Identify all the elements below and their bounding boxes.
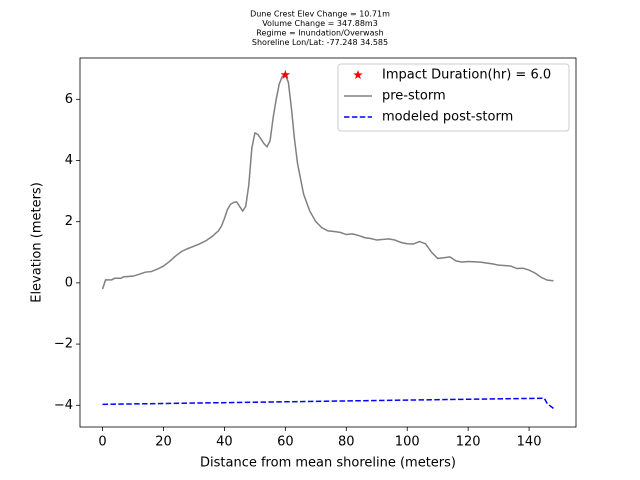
x-tick-label: 60 — [277, 435, 294, 450]
y-tick-label: 4 — [65, 153, 73, 168]
y-tick-label: −4 — [54, 398, 73, 413]
legend-label: Impact Duration(hr) = 6.0 — [382, 68, 551, 83]
x-axis-label: Distance from mean shoreline (meters) — [200, 456, 456, 471]
line-series — [102, 397, 554, 409]
legend-box — [337, 63, 570, 132]
legend-label: modeled post-storm — [382, 110, 513, 125]
x-tick-label: 120 — [456, 435, 481, 450]
chart-title: Volume Change = 347.88m3 — [262, 19, 378, 28]
chart-title: Dune Crest Elev Change = 10.71m — [250, 10, 390, 19]
y-tick-label: 0 — [65, 275, 73, 290]
x-tick-label: 0 — [98, 435, 106, 450]
y-axis-label: Elevation (meters) — [30, 182, 45, 303]
chart-title: Shoreline Lon/Lat: -77.248 34.585 — [252, 38, 388, 47]
y-tick-label: −2 — [54, 337, 73, 352]
legend-label: pre-storm — [382, 89, 446, 104]
x-tick-label: 20 — [155, 435, 172, 450]
x-tick-label: 40 — [216, 435, 233, 450]
x-tick-label: 140 — [517, 435, 542, 450]
y-tick-label: 6 — [65, 92, 73, 107]
star-marker — [280, 69, 291, 79]
x-tick-label: 100 — [395, 435, 420, 450]
chart-title: Regime = Inundation/Overwash — [256, 29, 383, 38]
legend-marker — [353, 70, 363, 80]
x-tick-label: 80 — [338, 435, 355, 450]
y-tick-label: 2 — [65, 214, 73, 229]
plot-frame — [79, 57, 577, 428]
line-series — [101, 73, 554, 290]
